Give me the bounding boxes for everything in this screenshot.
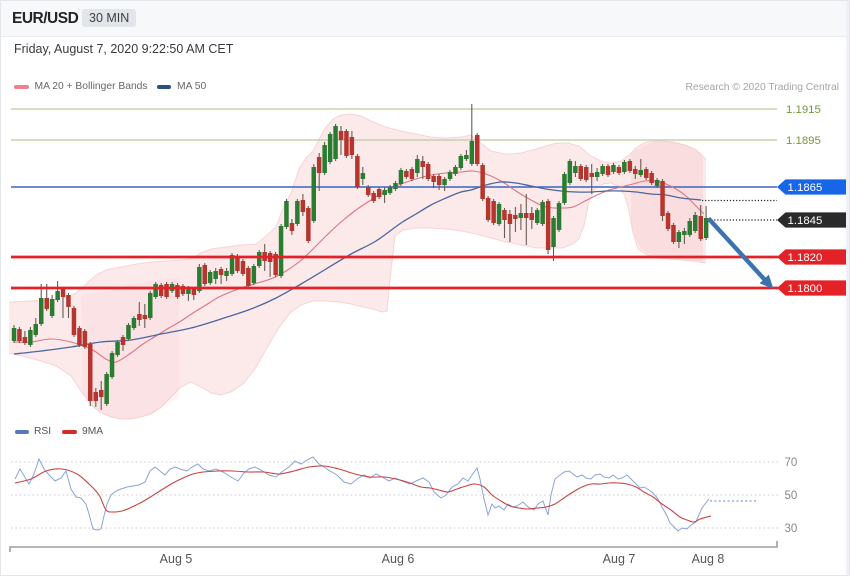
svg-text:Aug 8: Aug 8 [692, 552, 725, 566]
svg-text:Aug 5: Aug 5 [160, 552, 193, 566]
svg-text:1.1800: 1.1800 [788, 283, 823, 295]
svg-text:50: 50 [785, 490, 798, 502]
svg-text:1.1915: 1.1915 [786, 104, 821, 116]
svg-text:Aug 6: Aug 6 [382, 552, 415, 566]
svg-text:1.1820: 1.1820 [788, 252, 823, 264]
svg-text:1.1845: 1.1845 [788, 215, 823, 227]
svg-text:70: 70 [785, 457, 798, 469]
svg-text:Aug 7: Aug 7 [603, 552, 636, 566]
svg-text:1.1865: 1.1865 [788, 182, 823, 194]
svg-text:1.1895: 1.1895 [786, 135, 821, 147]
svg-text:30: 30 [785, 523, 798, 535]
